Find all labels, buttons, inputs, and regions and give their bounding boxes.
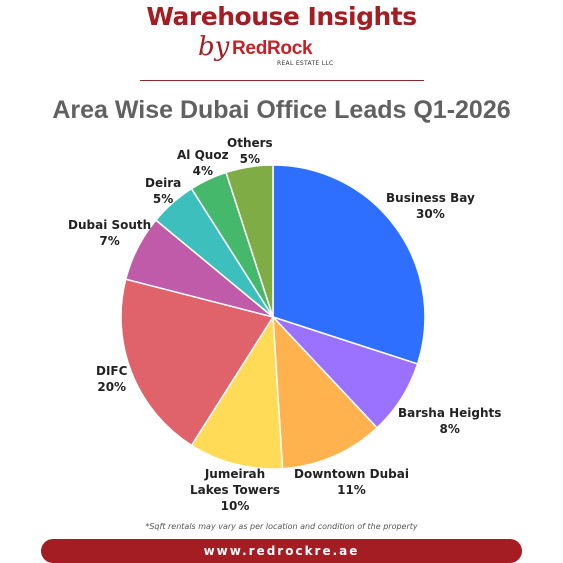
slice-label-value: 10% bbox=[220, 499, 250, 513]
redrock-logo: RedRock REAL ESTATE LLC bbox=[232, 38, 333, 67]
slice-label-name: Dubai South bbox=[68, 218, 152, 232]
slice-label-value: 30% bbox=[416, 207, 445, 221]
brand-by-text: by bbox=[198, 32, 230, 62]
slice-label-name: Deira bbox=[145, 176, 182, 190]
slice-label-downtown-dubai: Downtown Dubai 11% bbox=[294, 466, 409, 498]
slice-label-value: 20% bbox=[97, 380, 127, 394]
logo-wordmark: RedRock bbox=[232, 38, 313, 59]
brand-title: Warehouse Insights bbox=[146, 2, 417, 31]
slice-label-barsha-heights: Barsha Heights 8% bbox=[398, 405, 501, 437]
slice-label-value: 8% bbox=[439, 422, 460, 436]
chart-title: Area Wise Dubai Office Leads Q1-2026 bbox=[52, 96, 511, 124]
footnote: *Sqft rentals may vary as per location a… bbox=[145, 522, 418, 531]
slice-label-value: 4% bbox=[192, 164, 213, 178]
pie-slice-others bbox=[225, 164, 274, 318]
slice-label-difc: DIFC 20% bbox=[96, 363, 127, 395]
slice-label-name: Al Quoz bbox=[177, 148, 229, 162]
slice-label-name: DIFC bbox=[96, 364, 128, 378]
pie-slice-downtown-dubai bbox=[272, 314, 379, 470]
website-link[interactable]: www.redrockre.ae bbox=[41, 539, 522, 563]
slice-label-value: 5% bbox=[152, 192, 174, 206]
pie-slice-difc bbox=[120, 278, 275, 447]
slice-label-name: Business Bay bbox=[386, 191, 475, 205]
slice-label-jumeirah-lakes-towers: Jumeirah Lakes Towers 10% bbox=[190, 466, 280, 514]
slice-label-dubai-south: Dubai South 7% bbox=[68, 217, 151, 249]
header-divider bbox=[140, 80, 424, 81]
pie-slice-jumeirah-lakes-towers bbox=[190, 314, 284, 470]
slice-label-value: 7% bbox=[99, 234, 120, 248]
slice-label-value: 5% bbox=[239, 152, 261, 166]
slice-label-name: Jumeirah Lakes Towers bbox=[190, 467, 280, 497]
slice-label-al-quoz: Al Quoz 4% bbox=[177, 147, 229, 179]
logo-subtext: REAL ESTATE LLC bbox=[277, 60, 334, 67]
slice-label-deira: Deira 5% bbox=[145, 175, 181, 207]
slice-label-name: Barsha Heights bbox=[398, 406, 502, 420]
slice-label-name: Downtown Dubai bbox=[294, 467, 409, 481]
slice-label-business-bay: Business Bay 30% bbox=[386, 190, 475, 222]
slice-label-others: Others 5% bbox=[227, 135, 273, 167]
pie-slice-business-bay bbox=[272, 164, 426, 365]
slice-label-name: Others bbox=[227, 136, 273, 150]
slice-label-value: 11% bbox=[337, 483, 366, 497]
